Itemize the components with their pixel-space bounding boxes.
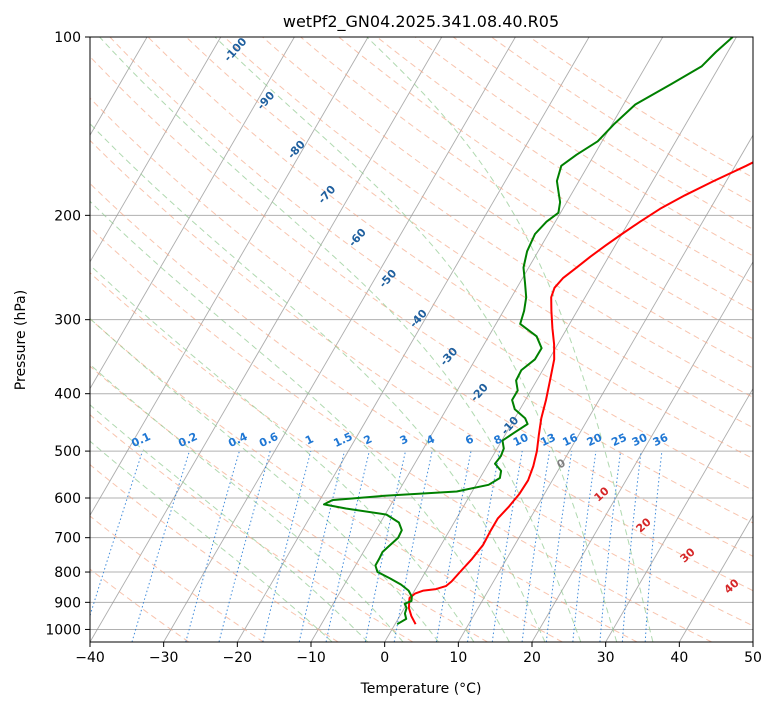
isotherm-line — [0, 37, 294, 642]
x-tick-label: 30 — [597, 650, 615, 666]
x-tick-label: 10 — [449, 650, 467, 666]
mixing-ratio-line — [186, 451, 240, 642]
y-axis-label: Pressure (hPa) — [13, 290, 29, 390]
mixing-ratio-label: 0.2 — [176, 430, 199, 450]
moist-adiabat-label: -40 — [407, 307, 430, 331]
moist-adiabat-line — [0, 37, 439, 642]
dry-adiabat-line — [0, 37, 488, 642]
mixing-ratio-line — [394, 451, 432, 642]
moist-adiabat-label: -60 — [346, 226, 369, 250]
moist-adiabat-label: -100 — [221, 35, 249, 64]
x-tick-label: −10 — [296, 650, 326, 666]
x-tick-label: 20 — [523, 650, 541, 666]
y-tick-label: 400 — [54, 387, 81, 403]
dry-adiabat-label: 30 — [678, 545, 698, 565]
mixing-ratio-line — [600, 451, 621, 642]
isotherm-line — [237, 37, 589, 642]
dry-adiabat-line — [0, 37, 413, 642]
dry-adiabat-line — [415, 37, 775, 642]
mixing-ratio-label: 1 — [303, 432, 315, 447]
y-tick-label: 500 — [54, 444, 81, 460]
isotherm-line — [532, 37, 775, 642]
x-tick-label: 0 — [380, 650, 389, 666]
wetbulb-zero-label: 0 — [555, 456, 568, 471]
y-tick-label: 800 — [54, 565, 81, 581]
mixing-ratio-line — [263, 451, 311, 642]
isotherm-line — [90, 37, 442, 642]
x-tick-label: −30 — [149, 650, 179, 666]
moist-adiabat-line — [0, 37, 403, 642]
isotherm-line — [0, 37, 221, 642]
dry-adiabat-label: 20 — [634, 515, 654, 535]
dry-adiabat-line — [0, 37, 264, 642]
x-tick-label: 50 — [744, 650, 762, 666]
moist-adiabat-line — [100, 37, 581, 642]
sounding-profiles — [324, 37, 775, 624]
y-tick-label: 1000 — [45, 622, 81, 638]
dry-adiabat-line — [0, 37, 338, 642]
mixing-ratio-label: 16 — [561, 431, 581, 449]
moist-adiabat-line — [0, 37, 368, 642]
mixing-ratio-line — [645, 451, 662, 642]
mixing-ratio-line — [436, 451, 471, 642]
mixing-ratio-label: 25 — [609, 431, 628, 449]
mixing-ratio-label: 6 — [463, 432, 476, 447]
mixing-ratio-label: 3 — [398, 432, 410, 447]
dewpoint-profile-line — [324, 37, 733, 624]
isotherm-line — [458, 37, 775, 642]
y-tick-label: 600 — [54, 491, 81, 507]
isotherm-line — [164, 37, 516, 642]
background-lines — [0, 37, 775, 642]
dry-adiabat-label: 40 — [722, 576, 742, 596]
dry-adiabat-line — [110, 37, 775, 642]
dry-adiabat-line — [377, 37, 775, 642]
mixing-ratio-label: 2 — [362, 432, 374, 447]
x-axis-label: Temperature (°C) — [360, 681, 482, 697]
moist-adiabat-label: -70 — [315, 183, 338, 207]
moist-adiabat-label: -30 — [437, 345, 460, 369]
y-tick-label: 300 — [54, 313, 81, 329]
moist-adiabat-line — [12, 37, 545, 642]
y-tick-label: 700 — [54, 531, 81, 547]
moist-adiabat-line — [215, 37, 617, 642]
mixing-ratio-label: 13 — [538, 431, 557, 449]
mixing-ratio-line — [573, 451, 596, 642]
dry-adiabat-line — [72, 37, 775, 642]
dry-adiabat-label: 10 — [592, 484, 612, 504]
isotherm-line — [0, 37, 73, 642]
x-tick-label: −40 — [75, 650, 105, 666]
y-tick-label: 200 — [54, 208, 81, 224]
mixing-ratio-label: 0.1 — [129, 430, 152, 450]
mixing-ratio-line — [82, 451, 143, 642]
mixing-ratio-label: 20 — [585, 431, 605, 449]
isotherm-line — [16, 37, 368, 642]
mixing-ratio-line — [622, 451, 641, 642]
x-tick-label: 40 — [670, 650, 688, 666]
y-tick-label: 100 — [54, 30, 81, 46]
mixing-ratio-line — [326, 451, 369, 642]
moist-adiabat-line — [0, 37, 474, 642]
chart-title: wetPf2_GN04.2025.341.08.40.R05 — [283, 12, 559, 32]
y-tick-label: 900 — [54, 595, 81, 611]
moist-adiabat-label: -20 — [468, 381, 491, 405]
dry-adiabat-line — [530, 37, 775, 642]
mixing-ratio-line — [546, 451, 571, 642]
dry-adiabat-line — [453, 37, 775, 642]
plot-frame — [90, 37, 753, 642]
x-tick-label: −20 — [223, 650, 253, 666]
isotherm-line — [753, 37, 775, 642]
dry-adiabat-line — [0, 37, 712, 642]
